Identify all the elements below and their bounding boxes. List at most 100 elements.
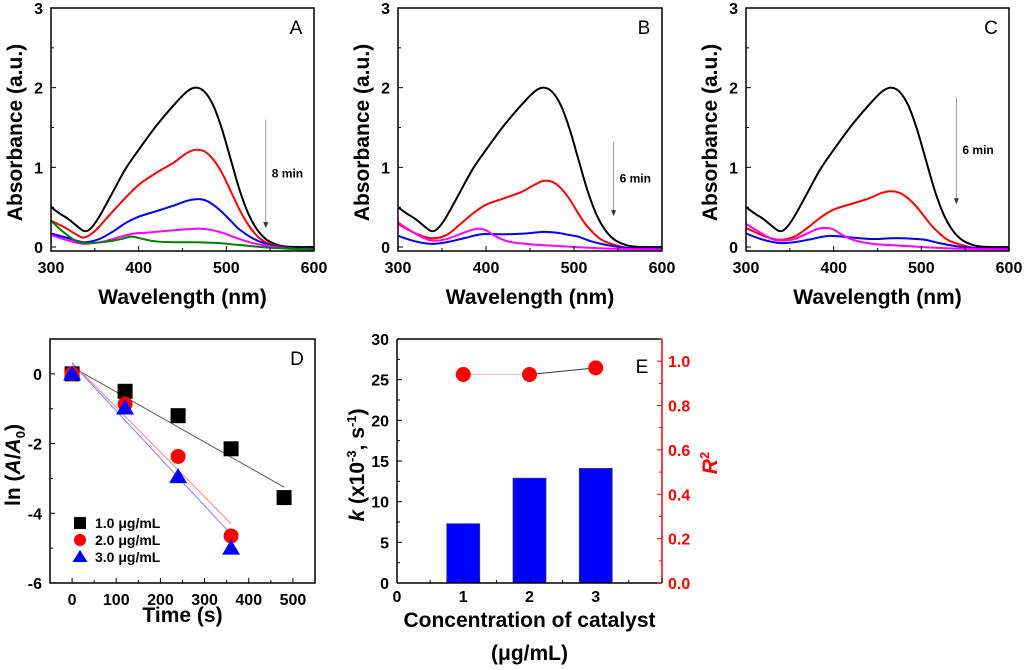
x-tick-label: 400 (125, 260, 152, 277)
marker-triangle (169, 468, 188, 484)
x-tick-label: 500 (213, 260, 240, 277)
y-axis-title-part: -3 (344, 450, 359, 462)
y2-axis-title-part: 2 (697, 452, 712, 459)
y-axis-title-part: A (2, 438, 25, 454)
marker-triangle (63, 365, 82, 381)
x-tick-label: 1 (459, 589, 468, 606)
y2-tick-label: 0.4 (668, 487, 690, 504)
y-axis-title-part: / (2, 453, 25, 459)
y-axis-title-part: ) (346, 408, 369, 415)
y2-tick-label: 0.0 (668, 576, 690, 593)
y-axis-title-part: k (346, 509, 369, 522)
x-tick-label: 500 (280, 592, 307, 609)
x-axis-title: Wavelength (nm) (446, 286, 614, 309)
bar (446, 523, 481, 584)
y-tick-label: 0 (33, 367, 42, 384)
spectrum-line-t3 (398, 221, 662, 251)
x-tick-label: 300 (385, 260, 412, 277)
series-group (51, 86, 314, 251)
bar (512, 477, 547, 584)
y-tick-label: 2 (34, 81, 43, 98)
x-tick-label: 400 (235, 592, 262, 609)
fit-line (71, 366, 285, 488)
marker-square (74, 517, 86, 529)
fit-line (71, 363, 232, 535)
y2-axis-title-part: R (699, 458, 722, 474)
y-tick-label: 2 (729, 81, 738, 98)
spectrum-line-t2 (51, 198, 314, 250)
x-axis-title: Time (s) (142, 604, 222, 627)
panel-letter: D (290, 349, 304, 370)
spectrum-line-t1 (51, 148, 314, 250)
spectrum-line-t1 (746, 190, 1009, 250)
x-tick-label: 400 (473, 260, 500, 277)
y2-tick-label: 1.0 (668, 354, 690, 371)
x-tick-label: 0 (393, 589, 402, 606)
spectrum-line-t2 (398, 230, 662, 250)
series-group (746, 86, 1009, 251)
marker-circle (223, 528, 239, 544)
plot-frame (397, 7, 663, 252)
y2-tick-label: 0.8 (668, 399, 690, 416)
y-tick-label: 2 (381, 81, 390, 98)
legend: 1.0 μg/mL2.0 μg/mL3.0 μg/mL (72, 515, 161, 565)
y-tick-label: 0 (34, 240, 43, 257)
plot-frame (745, 7, 1010, 252)
y-tick-label: 3 (381, 1, 390, 18)
time-annotation: 8 min (272, 166, 303, 180)
marker-triangle (116, 399, 135, 415)
y-axis-title-part: -1 (344, 415, 359, 427)
r2-point (522, 366, 537, 382)
y-tick-label: 10 (371, 495, 389, 512)
x-tick-label: 300 (733, 260, 760, 277)
y-tick-label: 3 (729, 1, 738, 18)
x-tick-label: 300 (191, 592, 218, 609)
x-tick-label: 400 (820, 260, 847, 277)
y-axis-title: Absorbance (a.u.) (4, 44, 27, 221)
y-tick-label: 3 (34, 1, 43, 18)
y-tick-label: 1 (381, 160, 390, 177)
y-axis-title-part: A (2, 459, 25, 475)
marker-triangle (222, 539, 241, 555)
panel-letter: E (636, 357, 649, 378)
y-axis-title: k (x10-3, s-1) (344, 408, 369, 521)
x-tick-label: 100 (103, 592, 130, 609)
legend-label: 3.0 μg/mL (95, 549, 161, 565)
y-tick-label: -6 (28, 576, 42, 593)
x-tick-label: 2 (525, 589, 534, 606)
panel-e: 0 1 2 30510152025300.00.20.40.60.81.0Concen… (344, 332, 722, 665)
panel-b: 300 400 500 600 0 1 2 3 Wavelength (nm) Absorbanc… (351, 1, 675, 309)
r2-point (588, 360, 604, 376)
y-axis-title: ln (A/A0) (2, 424, 28, 506)
x-tick-label: 3 (591, 589, 600, 606)
time-annotation: 6 min (620, 171, 651, 185)
y-tick-label: 15 (371, 454, 389, 471)
series-group (398, 86, 662, 251)
fit-line (71, 362, 232, 525)
spectrum-line-t0 (51, 86, 314, 249)
x-tick-label: 600 (996, 260, 1023, 277)
panel-letter: C (984, 18, 998, 39)
marker-square (170, 408, 186, 424)
marker-circle (74, 534, 86, 546)
panel-letter: A (290, 18, 303, 39)
spectrum-line-t2 (746, 232, 1009, 250)
spectrum-line-t1 (398, 179, 662, 250)
spectrum-line-t3 (51, 227, 314, 251)
x-tick-label: 200 (147, 592, 174, 609)
y-tick-label: 25 (371, 373, 389, 390)
y-axis-title-part: , s (346, 427, 369, 450)
y-tick-label: 0 (381, 240, 390, 257)
spectrum-line-t3 (746, 223, 1009, 251)
spectrum-line-t0 (398, 86, 662, 249)
y-axis-title-part: ln ( (2, 474, 25, 506)
r2-line (529, 367, 596, 375)
y-tick-label: -2 (28, 437, 42, 454)
marker-square (223, 441, 239, 457)
y2-tick-label: 0.2 (668, 532, 690, 549)
panel-c: 300 400 500 600 0 1 2 3 Wavelength (nm) Absorbanc… (699, 1, 1022, 309)
arrow-head-icon (611, 210, 617, 217)
y2-tick-label: 0.6 (668, 443, 690, 460)
x-axis-title: Wavelength (nm) (793, 286, 961, 309)
